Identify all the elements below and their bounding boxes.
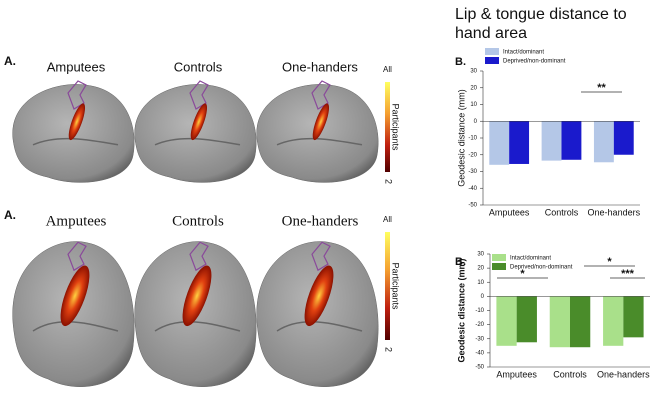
legend-swatch: [492, 254, 506, 261]
legend-label: Deprived/non-dominant: [503, 59, 566, 65]
bar: [496, 296, 517, 346]
bar: [549, 296, 570, 348]
hand-area-outline: [67, 80, 87, 110]
y-tick-label: -20: [475, 322, 484, 328]
y-tick-label: 20: [477, 266, 484, 272]
significance-label: ***: [621, 268, 635, 280]
y-tick-label: 30: [477, 252, 484, 258]
x-tick-label: Controls: [553, 369, 587, 379]
legend-label: Intact/dominant: [510, 256, 551, 262]
y-tick-label: -10: [468, 136, 477, 142]
significance-label: **: [597, 82, 606, 94]
y-tick-label: 0: [474, 119, 478, 125]
panel-label: B.: [455, 56, 466, 68]
bar: [561, 121, 582, 160]
y-tick-label: 0: [481, 294, 485, 300]
group-label: Amputees: [47, 59, 106, 74]
activation: [304, 265, 334, 327]
sulcus: [276, 321, 363, 332]
x-tick-label: One-handers: [597, 369, 650, 379]
colorbar-bottom: 2: [384, 179, 394, 184]
group-label: Amputees: [46, 213, 107, 229]
y-tick-label: -40: [475, 350, 484, 356]
colorbar-top: All: [383, 65, 392, 74]
colorbar: [385, 232, 390, 340]
bar: [603, 296, 624, 346]
sulcus: [276, 137, 363, 146]
y-tick-label: 10: [477, 280, 484, 286]
sulcus: [32, 321, 119, 332]
bar: [593, 121, 614, 163]
y-tick-label: 10: [470, 102, 477, 108]
y-tick-label: 30: [470, 69, 477, 75]
hand-area-outline: [189, 241, 209, 272]
bar: [509, 121, 530, 164]
x-tick-label: Amputees: [496, 369, 537, 379]
legend-label: Deprived/non-dominant: [510, 265, 573, 271]
sulcus: [154, 321, 241, 332]
sulcus: [32, 137, 119, 146]
activation: [312, 103, 330, 141]
y-axis-label: Geodesic distance (mm): [456, 258, 466, 362]
significance-label: *: [607, 256, 612, 268]
x-tick-label: Amputees: [489, 207, 530, 217]
significance-label: *: [520, 268, 525, 280]
activation: [60, 265, 90, 327]
y-axis-label: Geodesic distance (mm): [456, 89, 466, 187]
y-tick-label: -50: [475, 365, 484, 371]
hand-area-outline: [67, 241, 87, 272]
hand-area-outline: [311, 241, 331, 272]
legend-label: Intact/dominant: [503, 50, 544, 56]
colorbar-top: All: [383, 215, 392, 224]
bar: [613, 121, 634, 155]
x-tick-label: One-handers: [588, 207, 641, 217]
legend-swatch: [492, 263, 506, 270]
y-tick-label: -30: [475, 336, 484, 342]
panel-label: A.: [4, 54, 16, 68]
hand-area-outline: [311, 80, 331, 110]
legend-swatch: [485, 57, 499, 64]
y-tick-label: -20: [468, 152, 477, 158]
group-label: Controls: [174, 59, 223, 74]
activation: [190, 103, 208, 141]
colorbar-title: Participants: [391, 103, 401, 151]
bar: [623, 296, 644, 338]
activation: [68, 103, 86, 141]
hand-area-outline: [189, 80, 209, 110]
bar: [570, 296, 591, 348]
bar: [516, 296, 537, 343]
y-tick-label: -40: [468, 186, 477, 192]
group-label: One-handers: [282, 213, 359, 229]
figure-title-line: Lip & tongue distance to hand area: [455, 6, 627, 42]
colorbar-bottom: 2: [384, 347, 394, 352]
colorbar-title: Participants: [391, 262, 401, 310]
y-tick-label: 20: [470, 85, 477, 91]
colorbar: [385, 82, 390, 172]
x-tick-label: Controls: [545, 207, 579, 217]
group-label: One-handers: [282, 59, 358, 74]
bar: [489, 121, 510, 165]
group-label: Controls: [172, 213, 224, 229]
y-tick-label: -30: [468, 169, 477, 175]
panel-label: A.: [4, 208, 16, 222]
bar: [541, 121, 562, 161]
y-tick-label: -10: [475, 308, 484, 314]
panel-label: B.: [455, 256, 466, 268]
legend-swatch: [485, 48, 499, 55]
activation: [182, 265, 212, 327]
y-tick-label: -50: [468, 203, 477, 209]
sulcus: [154, 137, 241, 146]
